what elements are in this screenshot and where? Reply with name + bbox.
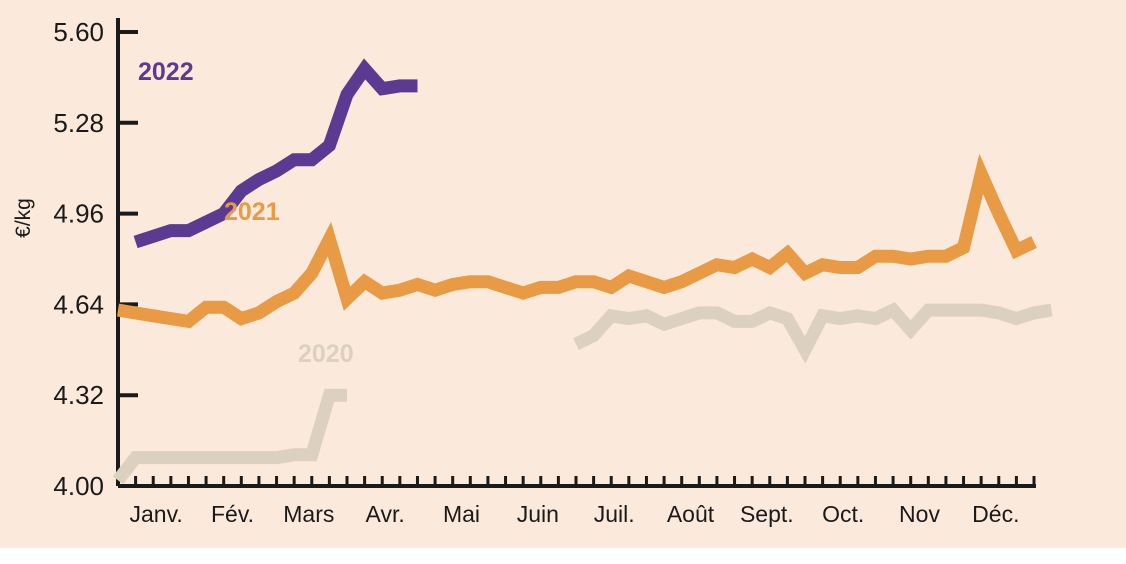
x-month-label: Janv. bbox=[130, 501, 183, 527]
x-month-label: Sept. bbox=[740, 501, 794, 527]
x-month-label: Fév. bbox=[211, 501, 254, 527]
axes: 4.00 4.32 4.64 4.96 5.28 5.60 Janv. Fév. Mars Avr… bbox=[53, 17, 1036, 527]
series-labels: 2022 2021 2020 bbox=[138, 58, 354, 368]
series-lines bbox=[112, 58, 1053, 485]
y-axis-label: €/kg bbox=[12, 198, 35, 238]
y-tick-label: 5.28 bbox=[53, 108, 104, 138]
x-month-label: Juil. bbox=[594, 501, 635, 527]
y-tick-label: 4.64 bbox=[53, 289, 104, 319]
series-2022-label: 2022 bbox=[138, 58, 194, 86]
series-2021-line bbox=[116, 153, 1037, 329]
series-2020-label: 2020 bbox=[298, 340, 354, 368]
x-month-label: Avr. bbox=[366, 501, 405, 527]
y-tick-label: 4.96 bbox=[53, 199, 104, 229]
x-month-label: Oct. bbox=[822, 501, 864, 527]
x-month-label: Mars bbox=[283, 501, 334, 527]
x-month-label: Mai bbox=[443, 501, 480, 527]
series-2022-line bbox=[133, 58, 418, 249]
x-month-label: Nov bbox=[899, 501, 940, 527]
x-month-label: Déc. bbox=[972, 501, 1019, 527]
chart-panel: 4.00 4.32 4.64 4.96 5.28 5.60 Janv. Fév. Mars Avr… bbox=[0, 0, 1126, 548]
series-2020-line bbox=[573, 302, 1053, 364]
y-tick-label: 5.60 bbox=[53, 17, 104, 47]
series-2021-label: 2021 bbox=[224, 198, 280, 226]
x-month-label: Août bbox=[667, 501, 715, 527]
y-tick-label: 4.32 bbox=[53, 380, 104, 410]
y-tick-label: 4.00 bbox=[53, 471, 104, 501]
series-2020-line bbox=[112, 388, 347, 485]
x-month-label: Juin bbox=[517, 501, 559, 527]
line-chart: 4.00 4.32 4.64 4.96 5.28 5.60 Janv. Fév. Mars Avr… bbox=[12, 17, 1053, 527]
